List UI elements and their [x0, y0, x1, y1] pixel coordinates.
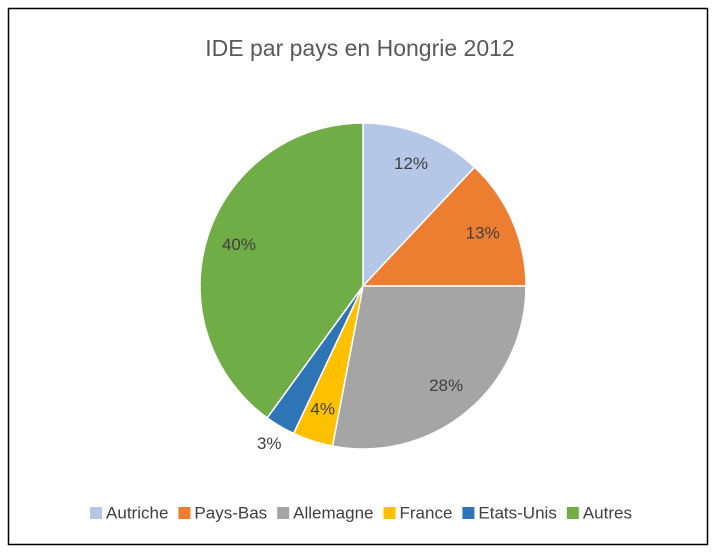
chart-title: IDE par pays en Hongrie 2012: [205, 35, 514, 61]
legend-swatch: [178, 507, 191, 519]
data-label: 28%: [429, 376, 463, 395]
data-label: 3%: [257, 434, 282, 453]
data-label: 4%: [310, 400, 335, 419]
legend-label: Etats-Unis: [478, 503, 556, 522]
legend-swatch: [90, 507, 103, 519]
legend-swatch: [462, 507, 475, 519]
legend-label: Autres: [583, 503, 632, 522]
pie-slice: [331, 285, 527, 450]
legend-label: Allemagne: [293, 503, 373, 522]
legend-label: Autriche: [106, 503, 168, 522]
legend-swatch: [566, 507, 579, 519]
legend-label: Pays-Bas: [194, 503, 267, 522]
pie-slice: [361, 166, 527, 287]
legend-label: France: [399, 503, 452, 522]
data-label: 13%: [466, 224, 500, 243]
data-label: 40%: [222, 235, 256, 254]
data-label: 12%: [394, 154, 428, 173]
pie-slice: [362, 122, 476, 288]
legend-swatch: [383, 507, 396, 519]
legend-swatch: [277, 507, 290, 519]
pie-slice: [199, 122, 364, 419]
